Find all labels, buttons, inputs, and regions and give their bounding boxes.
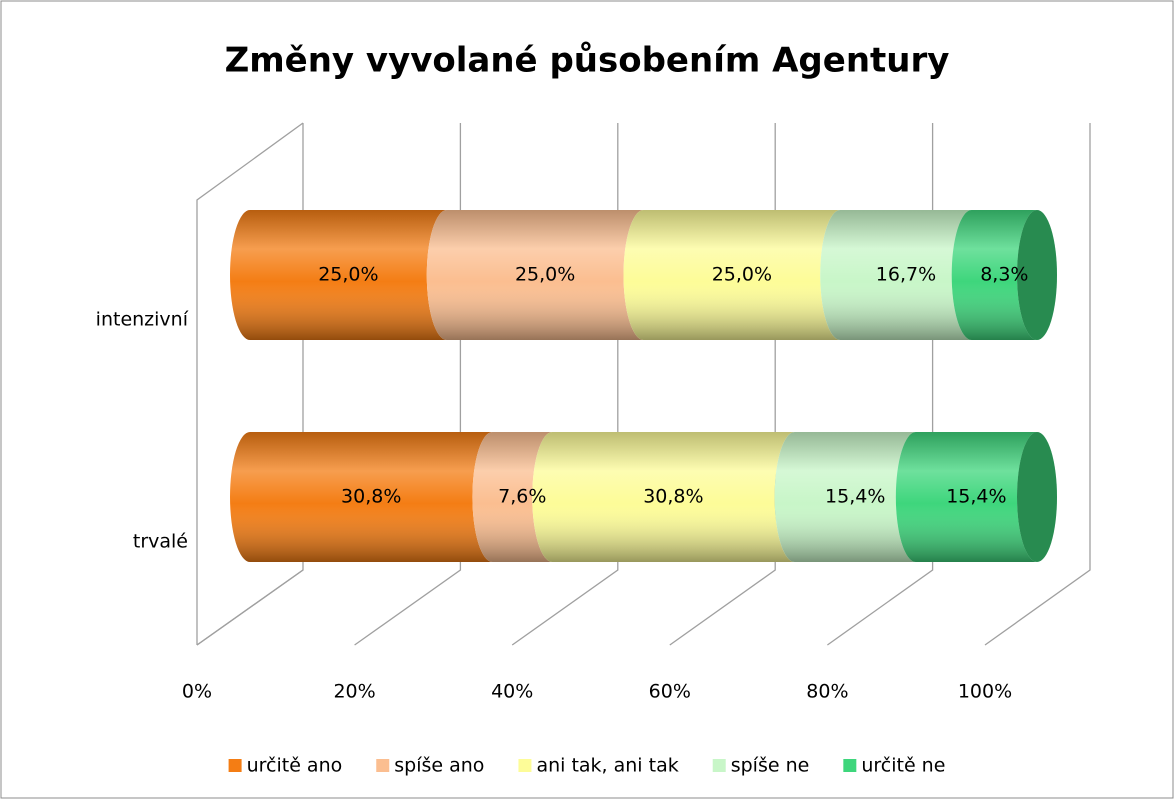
data-label: 30,8% <box>643 486 703 508</box>
x-tick-label: 40% <box>491 681 533 703</box>
data-label: 8,3% <box>980 264 1028 286</box>
category-label: intenzivní <box>96 309 189 331</box>
legend-label: spíše ne <box>731 755 810 777</box>
data-label: 25,0% <box>712 264 772 286</box>
legend-label: spíše ano <box>394 755 484 777</box>
bar-shading <box>426 210 644 340</box>
legend-label: určitě ano <box>247 755 343 777</box>
chart-title: Změny vyvolané působením Agentury <box>225 41 950 81</box>
legend-swatch <box>712 759 726 772</box>
bar-shading <box>895 432 1037 562</box>
legend-label: určitě ne <box>861 755 945 777</box>
bar-shading <box>230 210 447 340</box>
bar-shading <box>951 210 1037 340</box>
bar-shading <box>230 432 493 562</box>
legend-label: ani tak, ani tak <box>536 755 678 777</box>
x-tick-label: 80% <box>806 681 848 703</box>
x-tick-label: 20% <box>333 681 375 703</box>
data-label: 25,0% <box>318 264 378 286</box>
bar-shading <box>623 210 841 340</box>
grid-line <box>984 123 1091 646</box>
bar-end-cap <box>1017 432 1057 562</box>
legend-swatch <box>376 759 390 772</box>
bar-shading <box>532 432 795 562</box>
legend-swatch <box>518 759 532 772</box>
category-label: trvalé <box>133 531 188 553</box>
bar-shading <box>774 432 916 562</box>
data-label: 7,6% <box>498 486 546 508</box>
bar-end-cap-shade <box>1017 432 1057 562</box>
legend-swatch <box>228 759 242 772</box>
bar-shading <box>472 432 553 562</box>
x-tick-label: 0% <box>182 681 212 703</box>
bar-shading <box>820 210 972 340</box>
data-label: 15,4% <box>825 486 885 508</box>
bar-end-cap-shade <box>1017 210 1057 340</box>
data-label: 15,4% <box>946 486 1006 508</box>
data-label: 16,7% <box>876 264 936 286</box>
legend-swatch <box>843 759 857 772</box>
x-tick-label: 60% <box>649 681 691 703</box>
data-label: 25,0% <box>515 264 575 286</box>
data-label: 30,8% <box>341 486 401 508</box>
x-tick-label: 100% <box>958 681 1012 703</box>
bar-end-cap <box>1017 210 1057 340</box>
